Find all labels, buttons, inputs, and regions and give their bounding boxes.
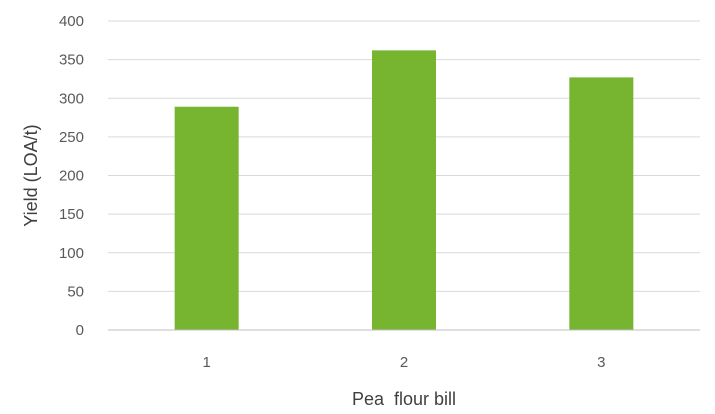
y-axis-title: Yield (LOA/t) — [21, 124, 41, 226]
bar-1 — [174, 106, 239, 330]
y-tick-label: 350 — [59, 52, 84, 69]
y-tick-label: 0 — [76, 322, 84, 339]
y-tick-label: 250 — [59, 129, 84, 146]
y-tick-labels: 0 50 100 150 200 250 300 350 400 — [59, 13, 84, 339]
bar-2 — [372, 50, 436, 330]
bar-3 — [569, 77, 634, 330]
bar-series — [174, 50, 634, 330]
x-tick-label: 3 — [597, 354, 605, 371]
x-tick-labels: 1 2 3 — [202, 354, 605, 371]
y-tick-label: 150 — [59, 206, 84, 223]
y-tick-label: 50 — [67, 283, 84, 300]
y-tick-label: 300 — [59, 90, 84, 107]
x-tick-label: 1 — [202, 354, 210, 371]
y-tick-label: 100 — [59, 245, 84, 262]
y-tick-label: 400 — [59, 13, 84, 30]
x-axis-title: Pea flour bill — [352, 389, 456, 409]
x-tick-label: 2 — [400, 354, 408, 371]
y-tick-label: 200 — [59, 168, 84, 185]
